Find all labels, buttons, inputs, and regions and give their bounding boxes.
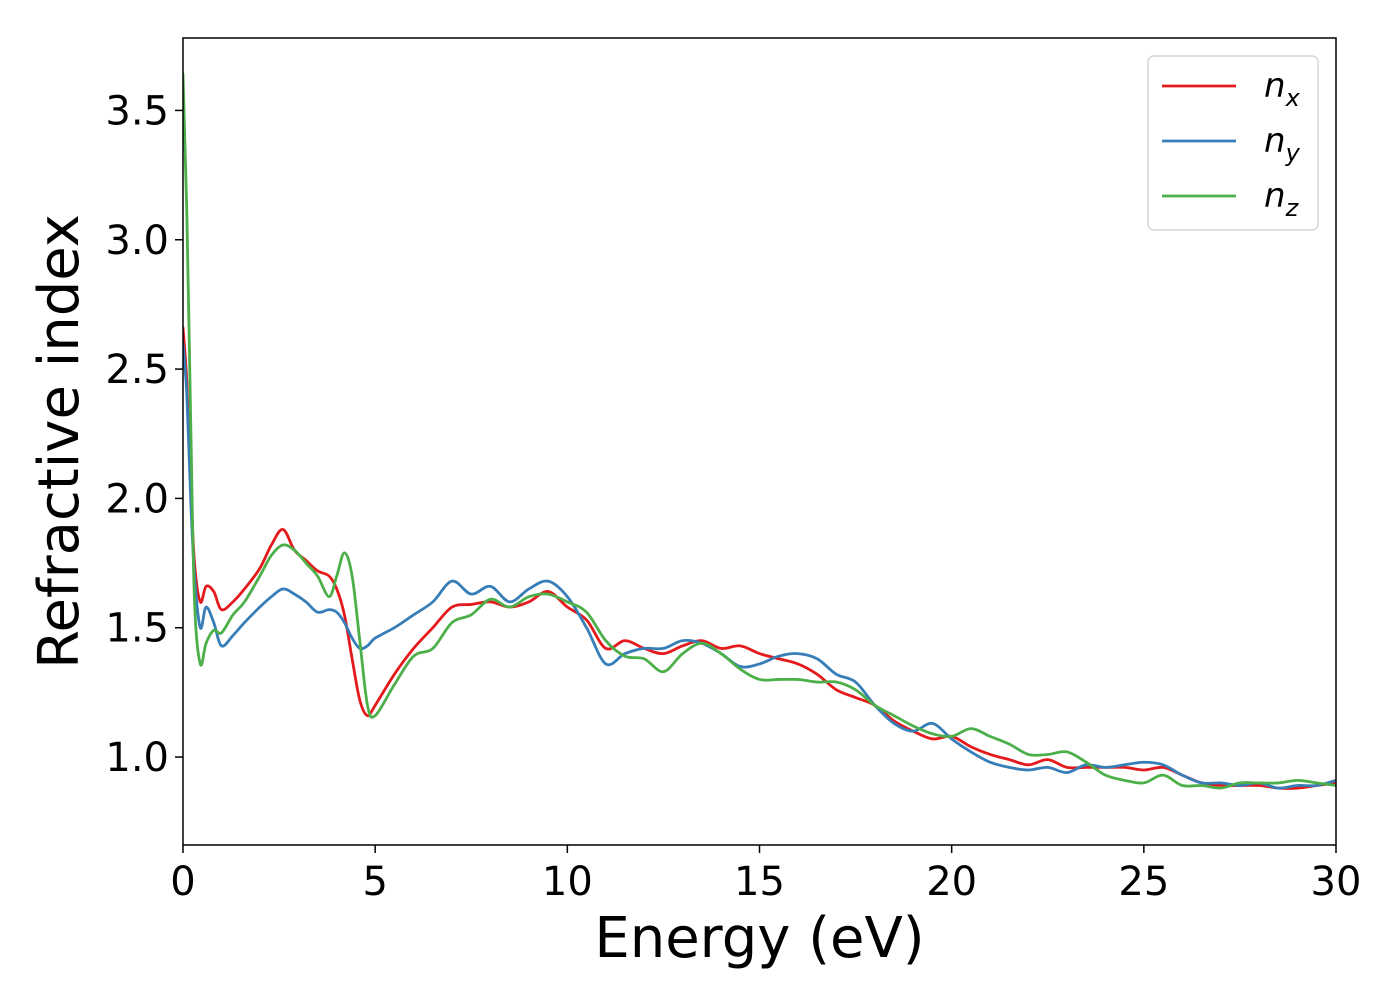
- y-axis-label: Refractive index: [27, 214, 92, 669]
- x-tick-label: 15: [734, 859, 785, 905]
- legend-label-z: nz: [1264, 176, 1300, 222]
- x-tick-label: 30: [1311, 859, 1362, 905]
- x-tick-label: 25: [1118, 859, 1169, 905]
- y-tick-label: 1.5: [105, 606, 169, 652]
- legend-label-y: ny: [1264, 121, 1301, 167]
- series-line-y: [183, 341, 1336, 790]
- series-line-z: [183, 72, 1336, 790]
- y-tick-label: 2.0: [105, 476, 169, 522]
- y-axis-ticks: 1.0 1.5 2.0 2.5 3.0 3.5: [105, 88, 183, 781]
- x-tick-label: 20: [926, 859, 977, 905]
- series-line-x: [183, 326, 1336, 790]
- legend-label-x: nx: [1264, 66, 1301, 112]
- legend-box: [1147, 55, 1319, 231]
- y-tick-label: 3.0: [105, 218, 169, 264]
- x-tick-label: 5: [362, 859, 387, 905]
- y-tick-label: 3.5: [105, 88, 169, 134]
- x-tick-label: 0: [170, 859, 195, 905]
- x-axis-label: Energy (eV): [594, 906, 924, 971]
- y-tick-label: 2.5: [105, 347, 169, 393]
- x-tick-label: 10: [542, 859, 593, 905]
- y-tick-label: 1.0: [105, 735, 169, 781]
- x-axis-ticks: 0 5 10 15 20 25 30: [170, 845, 1361, 905]
- legend: nx ny nz: [1147, 55, 1319, 231]
- series-layer: [183, 72, 1336, 790]
